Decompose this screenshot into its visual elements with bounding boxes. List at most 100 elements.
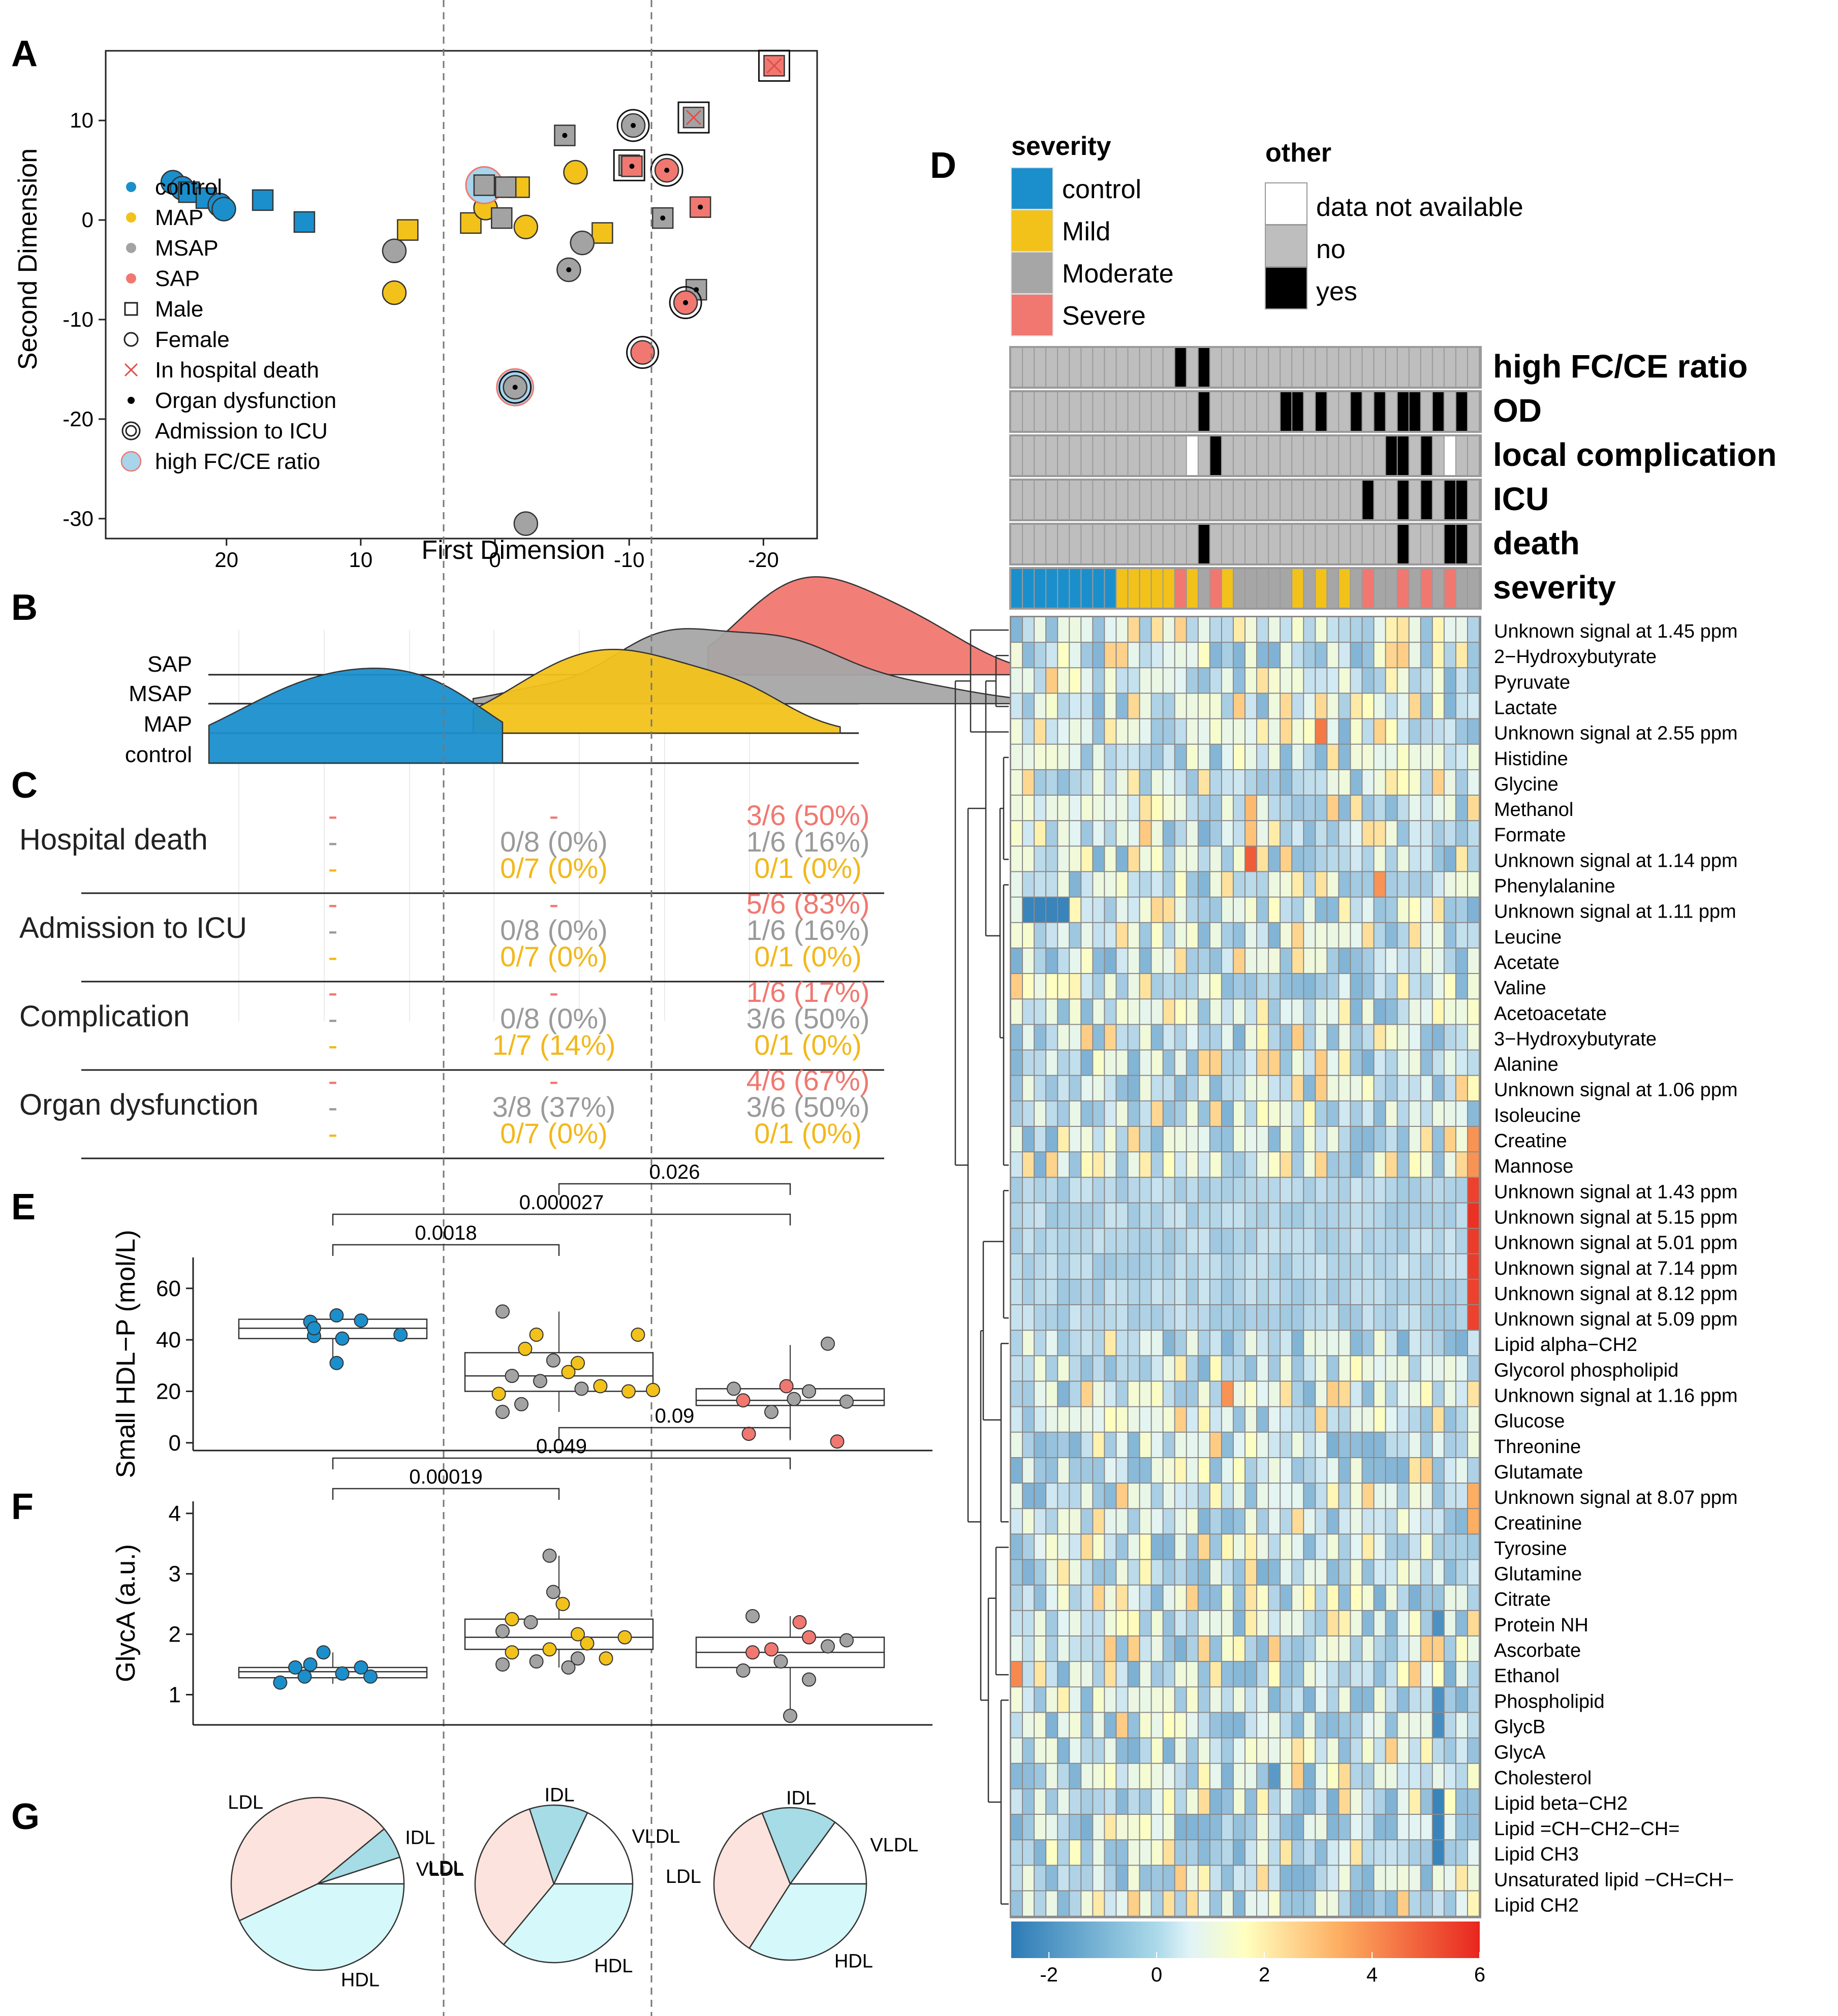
annotation-cell: [1046, 348, 1057, 387]
heatmap-cell: [1245, 1254, 1257, 1279]
annotation-cell: [1397, 392, 1409, 431]
heatmap-cell: [1421, 1866, 1432, 1891]
heatmap-cell: [1070, 796, 1081, 821]
heatmap-cell: [1128, 974, 1139, 999]
heatmap-cell: [1444, 668, 1455, 693]
heatmap-cell: [1210, 1789, 1221, 1814]
heatmap-cell: [1351, 1101, 1362, 1126]
metabolite-label: Mannose: [1494, 1156, 1573, 1177]
heatmap-cell: [1316, 1585, 1327, 1610]
p-value-label: 0.09: [655, 1405, 695, 1427]
metabolite-label: Unknown signal at 5.01 ppm: [1494, 1233, 1738, 1254]
heatmap-cell: [1222, 643, 1233, 668]
annotation-cell: [1245, 525, 1257, 563]
heatmap-cell: [1151, 694, 1163, 718]
heatmap-cell: [1421, 974, 1432, 999]
metabolite-label: Valine: [1494, 978, 1546, 999]
heatmap-cell: [1432, 719, 1444, 744]
heatmap-cell: [1351, 999, 1362, 1024]
heatmap-cell: [1163, 1662, 1174, 1687]
heatmap-cell: [1432, 948, 1444, 973]
heatmap-cell: [1081, 1152, 1093, 1177]
heatmap-cell: [1058, 1076, 1069, 1100]
heatmap-cell: [1128, 1585, 1139, 1610]
heatmap-cell: [1035, 1815, 1046, 1840]
x-tick-label: -10: [614, 548, 645, 572]
heatmap-cell: [1421, 668, 1432, 693]
heatmap-cell: [1304, 1432, 1315, 1457]
heatmap-cell: [1245, 1178, 1257, 1203]
x-tick-label: -20: [748, 548, 779, 572]
heatmap-cell: [1023, 974, 1034, 999]
heatmap-cell: [1316, 974, 1327, 999]
heatmap-cell: [1128, 1534, 1139, 1559]
heatmap-cell: [1175, 1458, 1186, 1483]
data-point: [542, 1642, 557, 1657]
heatmap-cell: [1351, 1636, 1362, 1661]
heatmap-cell: [1292, 1585, 1303, 1610]
heatmap-cell: [1362, 744, 1374, 769]
heatmap-cell: [1081, 1458, 1093, 1483]
heatmap-cell: [1093, 1254, 1104, 1279]
data-point: [599, 1651, 613, 1666]
heatmap-cell: [1163, 1381, 1174, 1406]
annotation-cell: [1327, 525, 1338, 563]
heatmap-cell: [1374, 1076, 1385, 1100]
heatmap-cell: [1058, 1178, 1069, 1203]
metabolite-label: Glutamate: [1494, 1462, 1583, 1483]
heatmap-cell: [1397, 1738, 1409, 1763]
heatmap-cell: [1339, 1687, 1350, 1712]
heatmap-cell: [1409, 1662, 1420, 1687]
heatmap-cell: [1339, 1484, 1350, 1508]
metabolite-label: Lactate: [1494, 697, 1557, 718]
heatmap-cell: [1151, 770, 1163, 795]
heatmap-cell: [1409, 1076, 1420, 1100]
heatmap-cell: [1351, 1203, 1362, 1228]
heatmap-cell: [1374, 1025, 1385, 1050]
outcome-cell-SAP: -: [549, 888, 559, 920]
heatmap-cell: [1468, 1228, 1479, 1253]
heatmap-cell: [1362, 1050, 1374, 1075]
heatmap-cell: [1432, 1484, 1444, 1508]
heatmap-cell: [1222, 897, 1233, 922]
heatmap-cell: [1257, 1407, 1268, 1432]
heatmap-cell: [1070, 617, 1081, 642]
heatmap-cell: [1432, 1381, 1444, 1406]
annotation-cell: [1421, 392, 1432, 431]
heatmap-cell: [1409, 1815, 1420, 1840]
heatmap-cell: [1374, 1534, 1385, 1559]
heatmap-cell: [1269, 1585, 1280, 1610]
heatmap-cell: [1374, 974, 1385, 999]
annotation-cell: [1409, 392, 1420, 431]
heatmap-cell: [1081, 1127, 1093, 1152]
heatmap-cell: [1269, 1101, 1280, 1126]
heatmap-cell: [1374, 1636, 1385, 1661]
annotation-cell: [1281, 481, 1292, 519]
annotation-cell: [1245, 348, 1257, 387]
heatmap-cell: [1210, 1611, 1221, 1635]
heatmap-cell: [1327, 897, 1338, 922]
heatmap-cell: [1374, 643, 1385, 668]
heatmap-cell: [1409, 923, 1420, 948]
heatmap-cell: [1468, 1534, 1479, 1559]
heatmap-cell: [1163, 1636, 1174, 1661]
heatmap-cell: [1163, 1891, 1174, 1916]
heatmap-cell: [1128, 1407, 1139, 1432]
heatmap-cell: [1409, 1484, 1420, 1508]
heatmap-cell: [1456, 1407, 1467, 1432]
heatmap-cell: [1070, 1815, 1081, 1840]
heatmap-cell: [1151, 1101, 1163, 1126]
annotation-cell: [1105, 392, 1116, 431]
heatmap-cell: [1468, 1840, 1479, 1865]
heatmap-cell: [1339, 1789, 1350, 1814]
heatmap-cell: [1468, 1101, 1479, 1126]
heatmap-cell: [1233, 1152, 1244, 1177]
heatmap-cell: [1327, 846, 1338, 871]
legend-ring-icon: [125, 425, 137, 437]
heatmap-cell: [1351, 1815, 1362, 1840]
annotation-cell: [1304, 392, 1315, 431]
annotation-cell: [1187, 392, 1198, 431]
heatmap-cell: [1116, 1432, 1128, 1457]
heatmap-cell: [1116, 1254, 1128, 1279]
heatmap-cell: [1257, 1127, 1268, 1152]
